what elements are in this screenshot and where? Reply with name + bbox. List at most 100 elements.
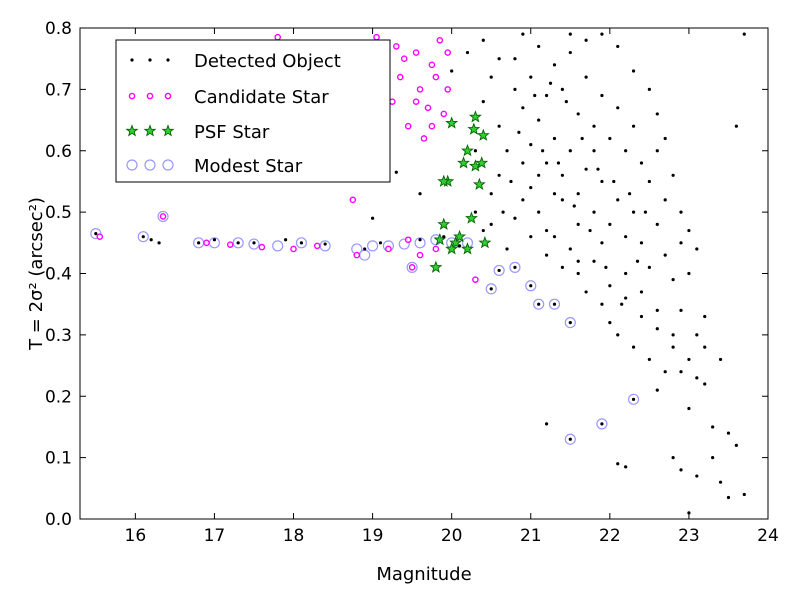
point-dot xyxy=(655,149,659,153)
point-dot xyxy=(544,228,549,233)
point-dot xyxy=(513,265,517,269)
y-axis-label: T = 2σ² (arcsec²) xyxy=(26,197,47,351)
point-dot xyxy=(695,376,699,380)
point-dot xyxy=(679,241,683,245)
point-dot xyxy=(552,235,557,239)
x-tick-label: 24 xyxy=(757,526,779,546)
point-small-circle xyxy=(159,213,167,220)
point-dot xyxy=(489,192,493,196)
point-small-circle xyxy=(396,73,404,81)
point-dot xyxy=(631,69,636,73)
point-dot xyxy=(695,474,699,478)
point-dot xyxy=(473,149,478,153)
point-dot xyxy=(537,302,541,306)
point-dot xyxy=(521,161,525,165)
point-dot xyxy=(442,235,446,239)
point-dot xyxy=(655,308,659,312)
point-star xyxy=(449,236,463,249)
point-dot xyxy=(703,314,707,319)
point-dot xyxy=(643,210,648,214)
point-dot xyxy=(734,443,738,447)
point-dot xyxy=(695,247,699,251)
point-ring xyxy=(232,237,244,249)
y-tick-label: 0.1 xyxy=(45,449,72,469)
point-dot xyxy=(418,238,422,242)
x-tick-label: 21 xyxy=(520,526,542,546)
point-dot xyxy=(299,241,304,245)
point-ring xyxy=(533,298,545,310)
point-small-circle xyxy=(385,245,392,253)
point-dot xyxy=(489,287,493,291)
point-dot xyxy=(501,210,505,214)
point-dot xyxy=(576,271,580,276)
y-tick-label: 0.3 xyxy=(45,326,72,346)
point-dot xyxy=(94,232,98,236)
point-dot xyxy=(624,465,628,469)
point-dot xyxy=(370,216,375,220)
point-small-circle xyxy=(313,242,321,250)
x-tick-label: 16 xyxy=(125,526,147,546)
point-ring xyxy=(248,238,260,250)
point-dot xyxy=(687,357,691,362)
legend-label-detected: Detected Object xyxy=(194,51,341,72)
point-dot xyxy=(576,222,580,226)
legend-marker-ring xyxy=(162,159,174,171)
point-dot xyxy=(679,370,683,374)
point-dot xyxy=(647,265,651,269)
point-dot xyxy=(711,425,715,429)
legend-marker-dot xyxy=(130,58,134,62)
point-dot xyxy=(584,167,588,171)
point-star xyxy=(478,236,492,249)
point-small-circle xyxy=(428,61,436,69)
point-star xyxy=(475,156,489,169)
point-small-circle xyxy=(420,135,428,142)
point-dot xyxy=(639,290,644,294)
point-dot xyxy=(552,192,557,196)
point-dot xyxy=(628,192,632,196)
point-dot xyxy=(544,253,549,257)
point-small-circle xyxy=(404,236,412,244)
point-dot xyxy=(655,388,659,392)
point-dot xyxy=(588,228,592,233)
point-dot xyxy=(552,302,557,306)
point-dot xyxy=(323,242,327,246)
point-dot xyxy=(671,278,675,282)
y-tick-label: 0.6 xyxy=(45,142,72,162)
point-small-circle xyxy=(226,241,234,248)
point-ring xyxy=(596,418,608,430)
point-dot xyxy=(671,456,675,460)
point-dot xyxy=(556,161,561,165)
point-dot xyxy=(548,81,553,85)
point-star xyxy=(453,229,467,243)
point-small-circle xyxy=(416,251,424,259)
point-dot xyxy=(236,241,240,245)
point-dot xyxy=(624,296,628,300)
point-dot xyxy=(541,149,545,153)
point-dot xyxy=(600,241,604,245)
point-ring xyxy=(509,261,521,273)
point-ring xyxy=(406,261,418,273)
point-dot xyxy=(726,495,731,500)
legend: Detected Object Candidate Star PSF Star … xyxy=(115,39,391,183)
point-dot xyxy=(497,57,501,61)
point-dot xyxy=(584,75,588,79)
point-dot xyxy=(149,238,153,242)
point-small-circle xyxy=(412,98,420,105)
point-dot xyxy=(655,112,659,116)
point-dot xyxy=(509,179,513,184)
point-dot xyxy=(568,321,572,325)
point-dot xyxy=(655,222,659,226)
series-ring xyxy=(90,210,640,445)
point-dot xyxy=(521,32,525,36)
point-dot xyxy=(608,136,612,141)
point-dot xyxy=(497,124,501,128)
series-star xyxy=(429,110,492,273)
point-dot xyxy=(513,87,517,91)
point-dot xyxy=(631,124,636,128)
point-dot xyxy=(576,112,580,116)
y-tick-label: 0.8 xyxy=(45,19,72,39)
point-ring xyxy=(137,231,149,243)
point-small-circle xyxy=(444,49,452,56)
axes: 16 17 18 19 20 21 22 23 24 0.0 0.1 0.2 0.3 0.4 0.5 0.6 0… xyxy=(45,19,779,546)
